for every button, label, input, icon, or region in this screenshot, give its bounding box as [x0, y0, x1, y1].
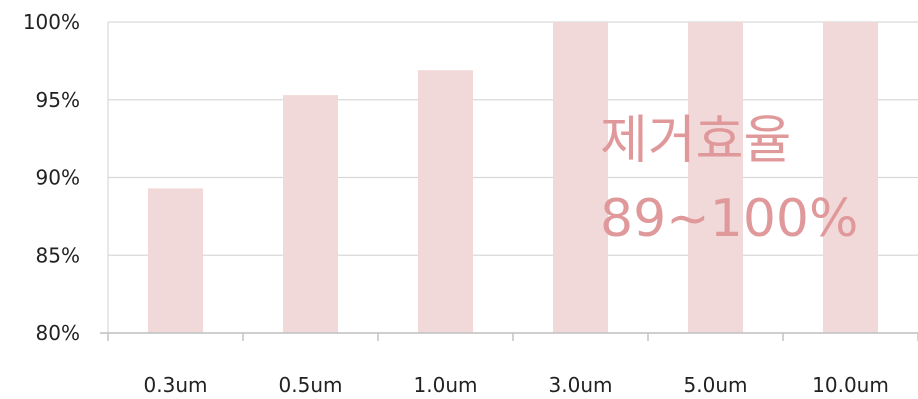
y-tick-label-0: 80% [36, 321, 80, 345]
x-axis-labels: 0.3um 0.5um 1.0um 3.0um 5.0um 10.0um [144, 373, 889, 397]
x-tick-label-4: 5.0um [684, 373, 748, 397]
x-tick-label-0: 0.3um [144, 373, 208, 397]
annotation: 제거효율 89~100% [600, 111, 858, 249]
x-tick-label-5: 10.0um [812, 373, 889, 397]
bar-0.3um [148, 188, 203, 333]
bar-5.0um [688, 22, 743, 333]
annotation-line-2: 89~100% [600, 189, 858, 249]
bar-10.0um [823, 22, 878, 333]
axes [100, 22, 918, 341]
x-tick-label-1: 0.5um [279, 373, 343, 397]
y-tick-label-2: 90% [36, 166, 80, 190]
x-tick-label-2: 1.0um [414, 373, 478, 397]
annotation-line-1: 제거효율 [600, 111, 791, 171]
bar-0.5um [283, 95, 338, 334]
y-tick-label-4: 100% [23, 10, 80, 34]
y-axis-labels: 80% 85% 90% 95% 100% [23, 10, 80, 345]
bar-3.0um [553, 22, 608, 333]
x-tick-label-3: 3.0um [549, 373, 613, 397]
y-tick-label-1: 85% [36, 243, 80, 267]
gridlines [108, 21, 918, 256]
bar-1.0um [418, 70, 473, 333]
bars [148, 22, 878, 334]
y-tick-label-3: 95% [36, 88, 80, 112]
